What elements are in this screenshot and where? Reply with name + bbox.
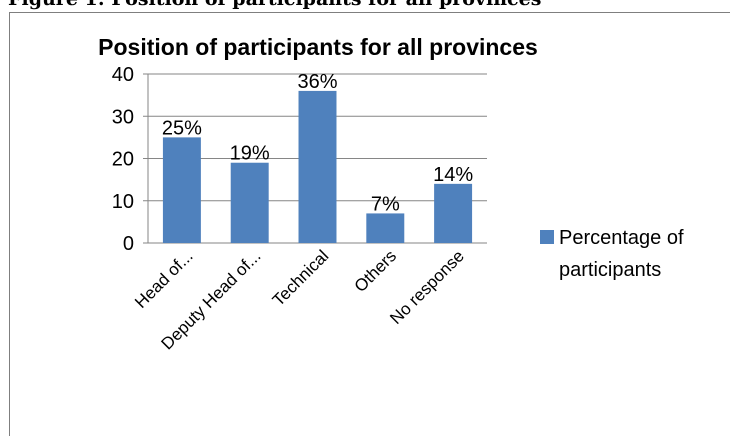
figure-caption: Figure 1: Position of participants for a… — [8, 0, 730, 12]
data-label: 7% — [371, 193, 400, 215]
bars — [162, 90, 473, 244]
y-tick-label: 40 — [112, 64, 134, 86]
y-tick-labels: 0 10 20 30 40 — [112, 64, 134, 255]
y-tick-label: 30 — [112, 106, 134, 128]
y-tick-label: 20 — [112, 149, 134, 171]
data-label: 14% — [433, 164, 473, 186]
data-labels: 25% 19% 36% 7% 14% — [162, 71, 473, 216]
y-tick-label: 10 — [112, 191, 134, 213]
chart-frame-top — [9, 12, 730, 13]
x-tick-labels: Head of...Deputy Head of... Technical Othe… — [131, 246, 468, 353]
x-tick-label: Others — [351, 246, 401, 296]
legend: Percentage of participants — [540, 227, 684, 281]
bar — [298, 90, 337, 244]
legend-label-line-2: participants — [559, 259, 661, 281]
bar — [162, 137, 201, 243]
x-tick-label: Technical — [269, 246, 333, 310]
chart-frame-left — [9, 12, 10, 436]
bar — [366, 213, 405, 243]
bar — [230, 162, 269, 243]
legend-swatch — [540, 230, 554, 244]
chart-title: Position of participants for all provinc… — [98, 34, 538, 60]
legend-label-line-1: Percentage of — [559, 227, 684, 249]
x-tick-label: Head of... — [131, 246, 197, 312]
data-label: 25% — [162, 117, 202, 139]
y-tick-label: 0 — [123, 233, 134, 255]
data-label: 36% — [297, 71, 337, 93]
data-label: 19% — [230, 143, 270, 165]
bar — [434, 183, 473, 243]
